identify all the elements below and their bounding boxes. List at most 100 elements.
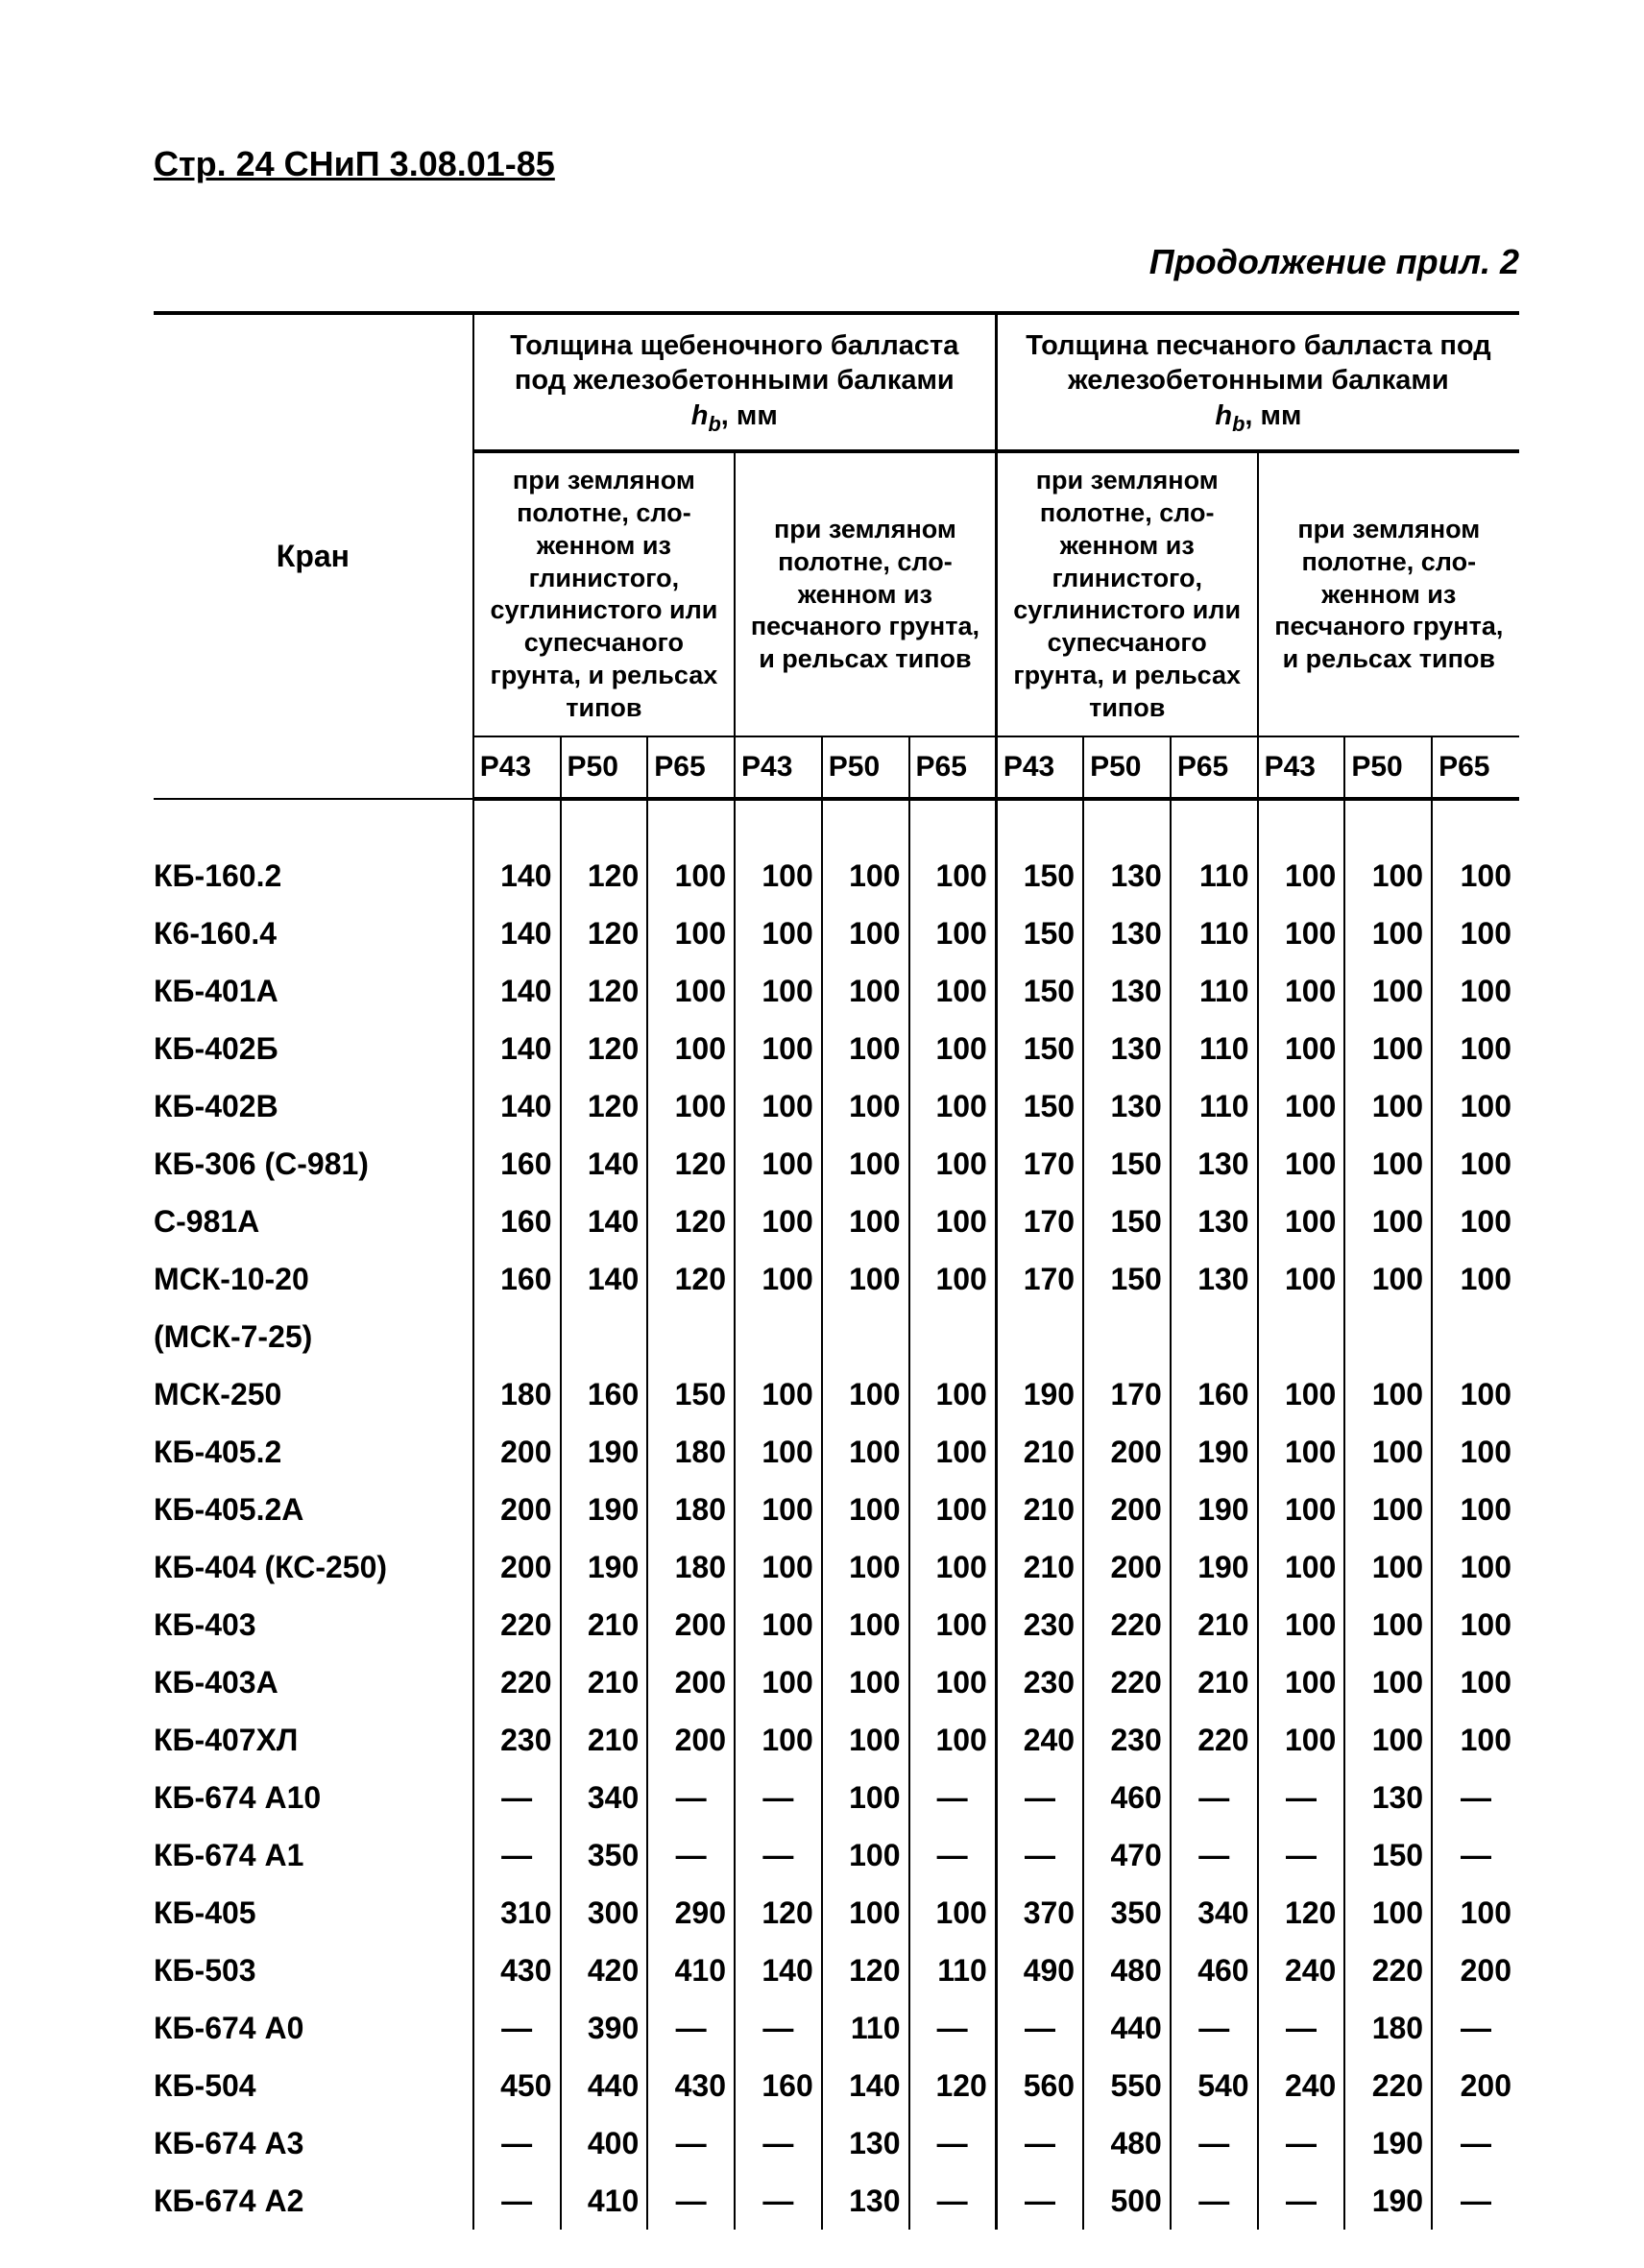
value-cell: 190	[996, 1365, 1083, 1423]
value-cell: 540	[1171, 2057, 1258, 2114]
value-cell: 100	[1258, 1653, 1345, 1711]
value-cell: 100	[822, 1769, 909, 1826]
value-cell: 220	[1344, 1942, 1432, 1999]
value-cell: 100	[735, 1423, 822, 1481]
value-cell: 110	[822, 1999, 909, 2057]
value-cell: 100	[909, 1365, 997, 1423]
table-row: (МСК-7-25)	[154, 1308, 1519, 1365]
table-row: МСК-250180160150100100100190170160100100…	[154, 1365, 1519, 1423]
value-cell: —	[996, 1769, 1083, 1826]
value-cell: 100	[822, 1481, 909, 1538]
value-cell: —	[1171, 2114, 1258, 2172]
value-cell: 100	[735, 1365, 822, 1423]
value-cell: 230	[473, 1711, 561, 1769]
value-cell	[735, 1308, 822, 1365]
value-cell: 180	[647, 1423, 735, 1481]
page-header: Стр. 24 СНиП 3.08.01-85	[154, 144, 1519, 184]
value-cell: —	[1258, 2172, 1345, 2230]
value-cell: 100	[822, 1711, 909, 1769]
value-cell: 100	[735, 1193, 822, 1250]
value-cell: 200	[647, 1596, 735, 1653]
value-cell: 130	[822, 2172, 909, 2230]
rail-label: Р65	[647, 736, 735, 799]
rail-label: Р43	[735, 736, 822, 799]
value-cell: 100	[1258, 1481, 1345, 1538]
table-continuation: Продолжение прил. 2	[154, 242, 1519, 282]
value-cell: —	[1171, 1769, 1258, 1826]
value-cell: —	[1258, 1826, 1345, 1884]
value-cell: 200	[1083, 1423, 1171, 1481]
value-cell: 170	[996, 1250, 1083, 1308]
value-cell: 100	[822, 1365, 909, 1423]
value-cell: 190	[561, 1423, 648, 1481]
value-cell: 180	[1344, 1999, 1432, 2057]
table-row: КБ-403А220210200100100100230220210100100…	[154, 1653, 1519, 1711]
value-cell: 120	[647, 1135, 735, 1193]
value-cell: 160	[473, 1250, 561, 1308]
crane-name-cell: КБ-403	[154, 1596, 473, 1653]
table-row: КБ-160.214012010010010010015013011010010…	[154, 847, 1519, 905]
value-cell: 200	[1083, 1538, 1171, 1596]
value-cell: 180	[647, 1538, 735, 1596]
value-cell: 100	[822, 1538, 909, 1596]
value-cell: 100	[822, 1653, 909, 1711]
value-cell: 100	[1344, 962, 1432, 1020]
value-cell: 180	[473, 1365, 561, 1423]
value-cell: 180	[647, 1481, 735, 1538]
value-cell: 340	[1171, 1884, 1258, 1942]
value-cell: 100	[735, 1596, 822, 1653]
crane-name-cell: КБ-674 А3	[154, 2114, 473, 2172]
value-cell: 100	[1432, 1193, 1519, 1250]
value-cell: 100	[1344, 1538, 1432, 1596]
value-cell: 100	[909, 905, 997, 962]
value-cell: 240	[996, 1711, 1083, 1769]
value-cell: 480	[1083, 2114, 1171, 2172]
table-row: КБ-4053103002901201001003703503401201001…	[154, 1884, 1519, 1942]
crane-name-cell: КБ-404 (КС-250)	[154, 1538, 473, 1596]
value-cell: 190	[561, 1538, 648, 1596]
value-cell: 100	[1258, 1365, 1345, 1423]
value-cell: 100	[735, 1250, 822, 1308]
rail-label: Р65	[1171, 736, 1258, 799]
value-cell: 100	[1258, 905, 1345, 962]
rail-label: Р50	[1344, 736, 1432, 799]
rail-label: Р65	[909, 736, 997, 799]
value-cell: 220	[1083, 1653, 1171, 1711]
value-cell: 100	[909, 1077, 997, 1135]
value-cell: 100	[735, 1135, 822, 1193]
value-cell: —	[1432, 1826, 1519, 1884]
value-cell: 200	[1432, 1942, 1519, 1999]
value-cell: 210	[1171, 1653, 1258, 1711]
crane-name-cell: КБ-160.2	[154, 847, 473, 905]
rail-label: Р50	[561, 736, 648, 799]
value-cell: 120	[561, 1077, 648, 1135]
value-cell: —	[1258, 1769, 1345, 1826]
crane-col-header: Кран	[154, 313, 473, 799]
value-cell: 210	[1171, 1596, 1258, 1653]
value-cell: 150	[1083, 1193, 1171, 1250]
value-cell: —	[1432, 1999, 1519, 2057]
value-cell: 140	[822, 2057, 909, 2114]
value-cell: 440	[1083, 1999, 1171, 2057]
table-row: КБ-4032202102001001001002302202101001001…	[154, 1596, 1519, 1653]
value-cell: 100	[1344, 847, 1432, 905]
value-cell: —	[996, 2172, 1083, 2230]
table-head: Кран Толщина щебеночного балласта под же…	[154, 313, 1519, 799]
value-cell: 100	[1258, 1020, 1345, 1077]
value-cell: 100	[1344, 1481, 1432, 1538]
value-cell: 100	[735, 1538, 822, 1596]
value-cell: 200	[1432, 2057, 1519, 2114]
value-cell: 100	[822, 905, 909, 962]
table-row: КБ-674 А10—340——100——460——130—	[154, 1769, 1519, 1826]
value-cell: 100	[1432, 1423, 1519, 1481]
value-cell: 240	[1258, 2057, 1345, 2114]
value-cell: 100	[1344, 1365, 1432, 1423]
value-cell: 440	[561, 2057, 648, 2114]
table-row: КБ-5034304204101401201104904804602402202…	[154, 1942, 1519, 1999]
value-cell: 430	[647, 2057, 735, 2114]
value-cell: 170	[1083, 1365, 1171, 1423]
value-cell: 150	[1083, 1135, 1171, 1193]
value-cell: 100	[647, 847, 735, 905]
value-cell: 100	[735, 1481, 822, 1538]
value-cell: 420	[561, 1942, 648, 1999]
